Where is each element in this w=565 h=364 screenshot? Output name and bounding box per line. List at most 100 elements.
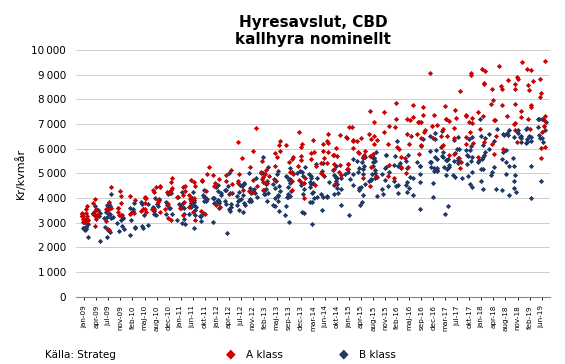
B klass [307, 199, 316, 205]
A klass [524, 82, 533, 87]
A klass [454, 155, 463, 161]
B klass [392, 183, 401, 189]
A klass [130, 210, 139, 216]
B klass [512, 189, 521, 195]
B klass [358, 193, 367, 198]
A klass [151, 185, 160, 190]
B klass [273, 192, 282, 198]
B klass [82, 218, 92, 223]
B klass [120, 226, 129, 232]
B klass [526, 138, 535, 144]
A klass [94, 211, 103, 217]
B klass [118, 215, 127, 221]
A klass [444, 118, 453, 124]
B klass [416, 163, 425, 169]
B klass [359, 163, 368, 169]
A klass [486, 101, 496, 107]
A klass [180, 188, 189, 194]
B klass [336, 202, 345, 208]
A klass [527, 104, 536, 110]
B klass [355, 185, 364, 191]
B klass [286, 176, 295, 182]
B klass [527, 134, 536, 140]
A klass [78, 210, 87, 215]
B klass [155, 197, 164, 203]
B klass [187, 198, 196, 203]
A klass [442, 116, 451, 122]
B klass [429, 181, 438, 186]
B klass [296, 182, 305, 188]
A klass [282, 142, 291, 148]
A klass [535, 76, 544, 82]
B klass [312, 175, 321, 181]
B klass [329, 182, 338, 188]
A klass [114, 209, 123, 215]
B klass [499, 132, 508, 138]
Text: ◆: ◆ [226, 347, 236, 360]
A klass [296, 157, 305, 163]
B klass [504, 127, 513, 132]
B klass [190, 198, 199, 203]
B klass [370, 155, 379, 161]
B klass [336, 186, 345, 192]
B klass [281, 203, 290, 209]
B klass [406, 174, 415, 180]
B klass [332, 175, 341, 181]
A klass [82, 203, 92, 209]
B klass [442, 157, 451, 162]
A klass [462, 114, 471, 119]
A klass [153, 197, 162, 203]
B klass [138, 223, 147, 229]
B klass [268, 202, 277, 207]
A klass [258, 174, 267, 180]
A klass [77, 213, 86, 219]
A klass [205, 164, 214, 170]
A klass [156, 184, 165, 190]
B klass [479, 142, 488, 148]
B klass [138, 206, 147, 212]
A klass [526, 67, 535, 72]
B klass [344, 162, 353, 167]
B klass [189, 202, 198, 208]
B klass [281, 212, 290, 218]
B klass [89, 211, 98, 217]
B klass [438, 128, 447, 134]
B klass [167, 190, 176, 196]
B klass [224, 170, 233, 175]
B klass [180, 211, 189, 217]
B klass [227, 202, 236, 207]
B klass [537, 178, 546, 184]
B klass [524, 133, 533, 139]
A klass [420, 127, 429, 133]
B klass [463, 174, 472, 179]
A klass [510, 120, 519, 126]
B klass [477, 133, 486, 139]
A klass [107, 184, 116, 190]
B klass [176, 205, 185, 211]
A klass [525, 127, 534, 132]
A klass [126, 210, 135, 216]
A klass [457, 159, 466, 165]
A klass [140, 194, 149, 200]
A klass [466, 72, 475, 78]
A klass [271, 163, 280, 169]
B klass [332, 175, 341, 181]
A klass [287, 187, 296, 193]
B klass [466, 147, 475, 153]
B klass [197, 178, 206, 184]
B klass [107, 191, 116, 197]
B klass [403, 179, 412, 185]
B klass [180, 206, 189, 211]
A klass [276, 138, 285, 144]
B klass [467, 143, 476, 149]
B klass [246, 198, 255, 203]
A klass [415, 119, 424, 124]
B klass [368, 159, 377, 165]
B klass [79, 225, 88, 231]
A klass [450, 151, 459, 157]
A klass [517, 114, 526, 120]
B klass [357, 159, 366, 165]
B klass [408, 175, 418, 181]
B klass [196, 214, 205, 219]
B klass [285, 180, 294, 186]
